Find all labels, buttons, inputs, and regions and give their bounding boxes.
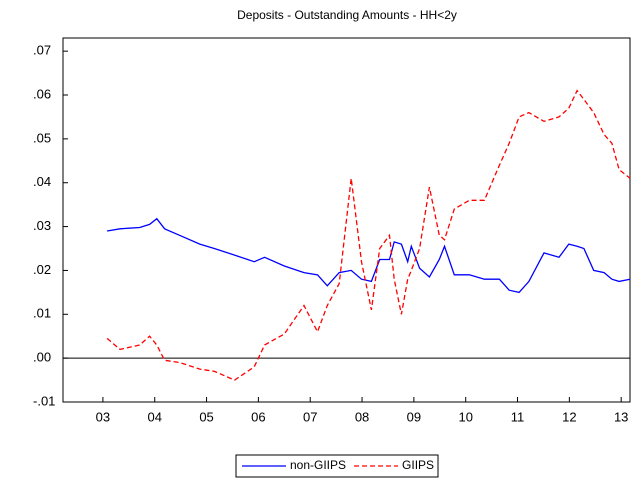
y-tick-label: .07 (33, 43, 51, 58)
series-line (106, 89, 631, 381)
x-tick-label: 05 (199, 409, 213, 424)
series-line (106, 217, 631, 294)
y-tick-label: .02 (33, 262, 51, 277)
x-tick-label: 07 (303, 409, 317, 424)
x-tick-label: 08 (355, 409, 369, 424)
x-tick-label: 03 (96, 409, 110, 424)
y-tick-label: .01 (33, 306, 51, 321)
x-tick-label: 09 (407, 409, 421, 424)
legend-label: GIIPS (402, 458, 434, 472)
x-tick-label: 12 (562, 409, 576, 424)
y-tick-label: .00 (33, 350, 51, 365)
y-tick-label: .06 (33, 86, 51, 101)
chart-title: Deposits - Outstanding Amounts - HH<2y (237, 8, 457, 22)
legend-box (235, 454, 439, 478)
y-tick-label: -.01 (33, 393, 55, 408)
legend-label: non-GIIPS (290, 458, 346, 472)
x-tick-label: 06 (251, 409, 265, 424)
y-tick-label: .05 (33, 130, 51, 145)
x-tick-label: 11 (511, 409, 525, 424)
plot-frame (62, 37, 631, 403)
y-tick-label: .03 (33, 218, 51, 233)
x-tick-label: 10 (458, 409, 472, 424)
x-tick-label: 13 (614, 409, 628, 424)
x-tick-label: 04 (148, 409, 162, 424)
y-tick-label: .04 (33, 174, 51, 189)
